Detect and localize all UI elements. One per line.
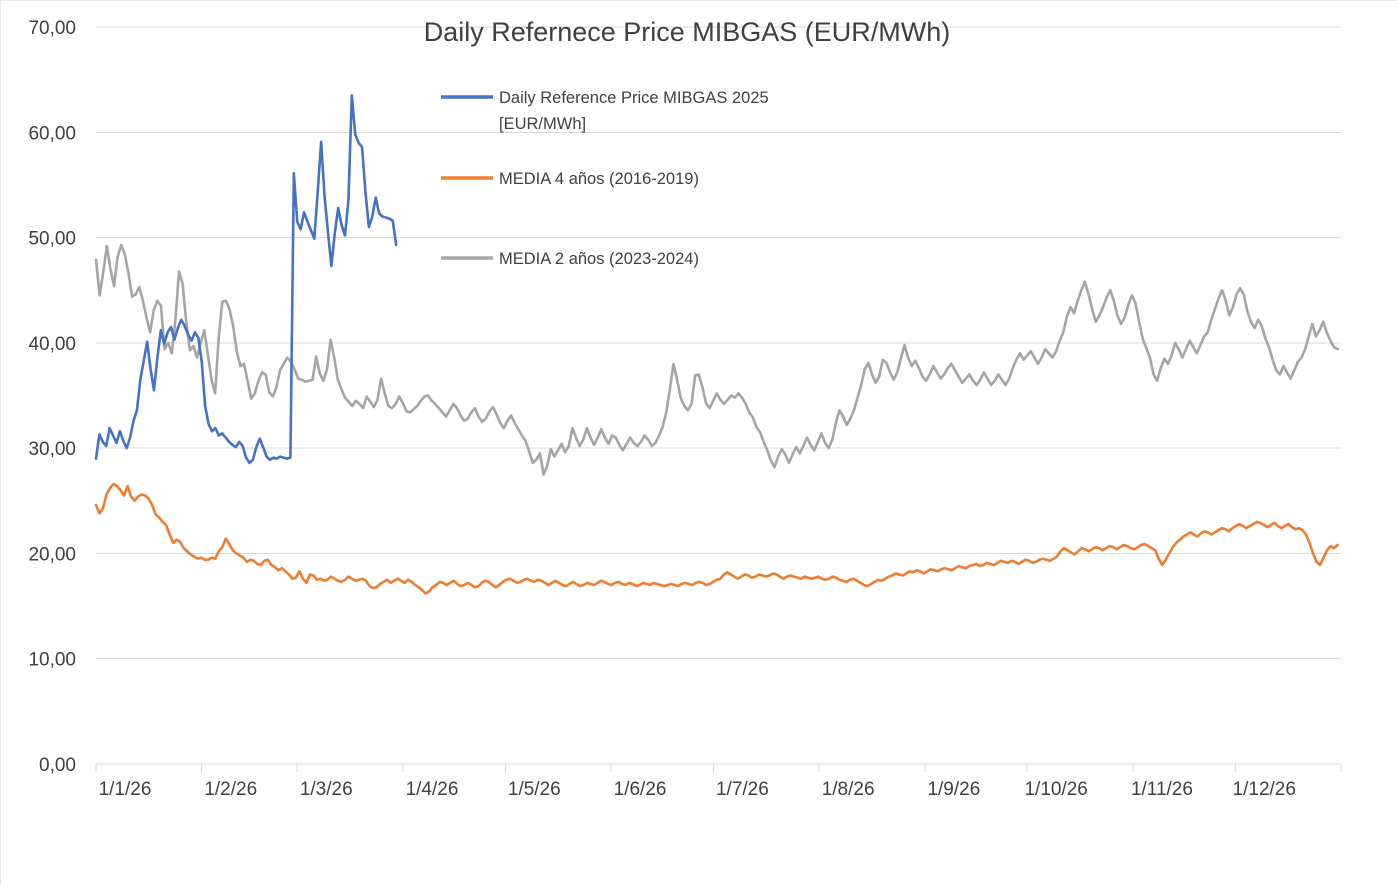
x-axis-tick-label: 1/12/26 (1233, 779, 1296, 800)
x-axis-tick-label: 1/2/26 (204, 779, 257, 800)
y-axis-tick-label: 10,00 (28, 650, 76, 671)
y-axis-tick-label: 40,00 (28, 334, 76, 355)
y-axis-tick-label: 20,00 (28, 544, 76, 565)
y-axis-tick-label: 30,00 (28, 439, 76, 460)
page-title: Daily Refernece Price MIBGAS (EUR/MWh) (424, 17, 951, 47)
x-axis-ticks (95, 764, 1342, 772)
gridlines (96, 26, 1341, 765)
y-axis-tick-label: 60,00 (28, 123, 76, 144)
y-axis-tick-label: 0,00 (39, 755, 76, 776)
chart-legend: Daily Reference Price MIBGAS 2025 [EUR/MW… (441, 89, 769, 268)
y-axis-tick-label: 50,00 (28, 229, 76, 250)
series-lines (94, 94, 1339, 595)
x-axis-tick-label: 1/8/26 (822, 779, 875, 800)
x-axis-tick-label: 1/5/26 (508, 779, 561, 800)
series-line (94, 243, 1339, 476)
x-axis-tick-label: 1/11/26 (1131, 779, 1193, 800)
legend-item-label[interactable]: Daily Reference Price MIBGAS 2025 (499, 89, 769, 107)
x-axis-tick-label: 1/9/26 (927, 779, 980, 800)
legend-item-label-line2[interactable]: [EUR/MWh] (499, 115, 586, 133)
y-axis-labels: 0,00 10,00 20,00 30,00 40,00 50,00 60,00 70,00 (28, 18, 76, 776)
x-axis-tick-label: 1/4/26 (406, 779, 459, 800)
x-axis-labels: 1/1/26 1/2/26 1/3/26 1/4/26 1/5/26 1/6/26 1/7/… (99, 779, 1296, 800)
series-line (94, 94, 398, 465)
x-axis-tick-label: 1/1/26 (99, 779, 152, 800)
x-axis-tick-label: 1/10/26 (1024, 779, 1087, 800)
x-axis-tick-label: 1/7/26 (716, 779, 769, 800)
x-axis-tick-label: 1/6/26 (614, 779, 667, 800)
series-line (94, 482, 1339, 595)
legend-item-label[interactable]: MEDIA 2 años (2023-2024) (499, 250, 699, 268)
x-axis-tick-label: 1/3/26 (300, 779, 353, 800)
y-axis-tick-label: 70,00 (28, 18, 76, 39)
legend-item-label[interactable]: MEDIA 4 años (2016-2019) (499, 170, 699, 188)
